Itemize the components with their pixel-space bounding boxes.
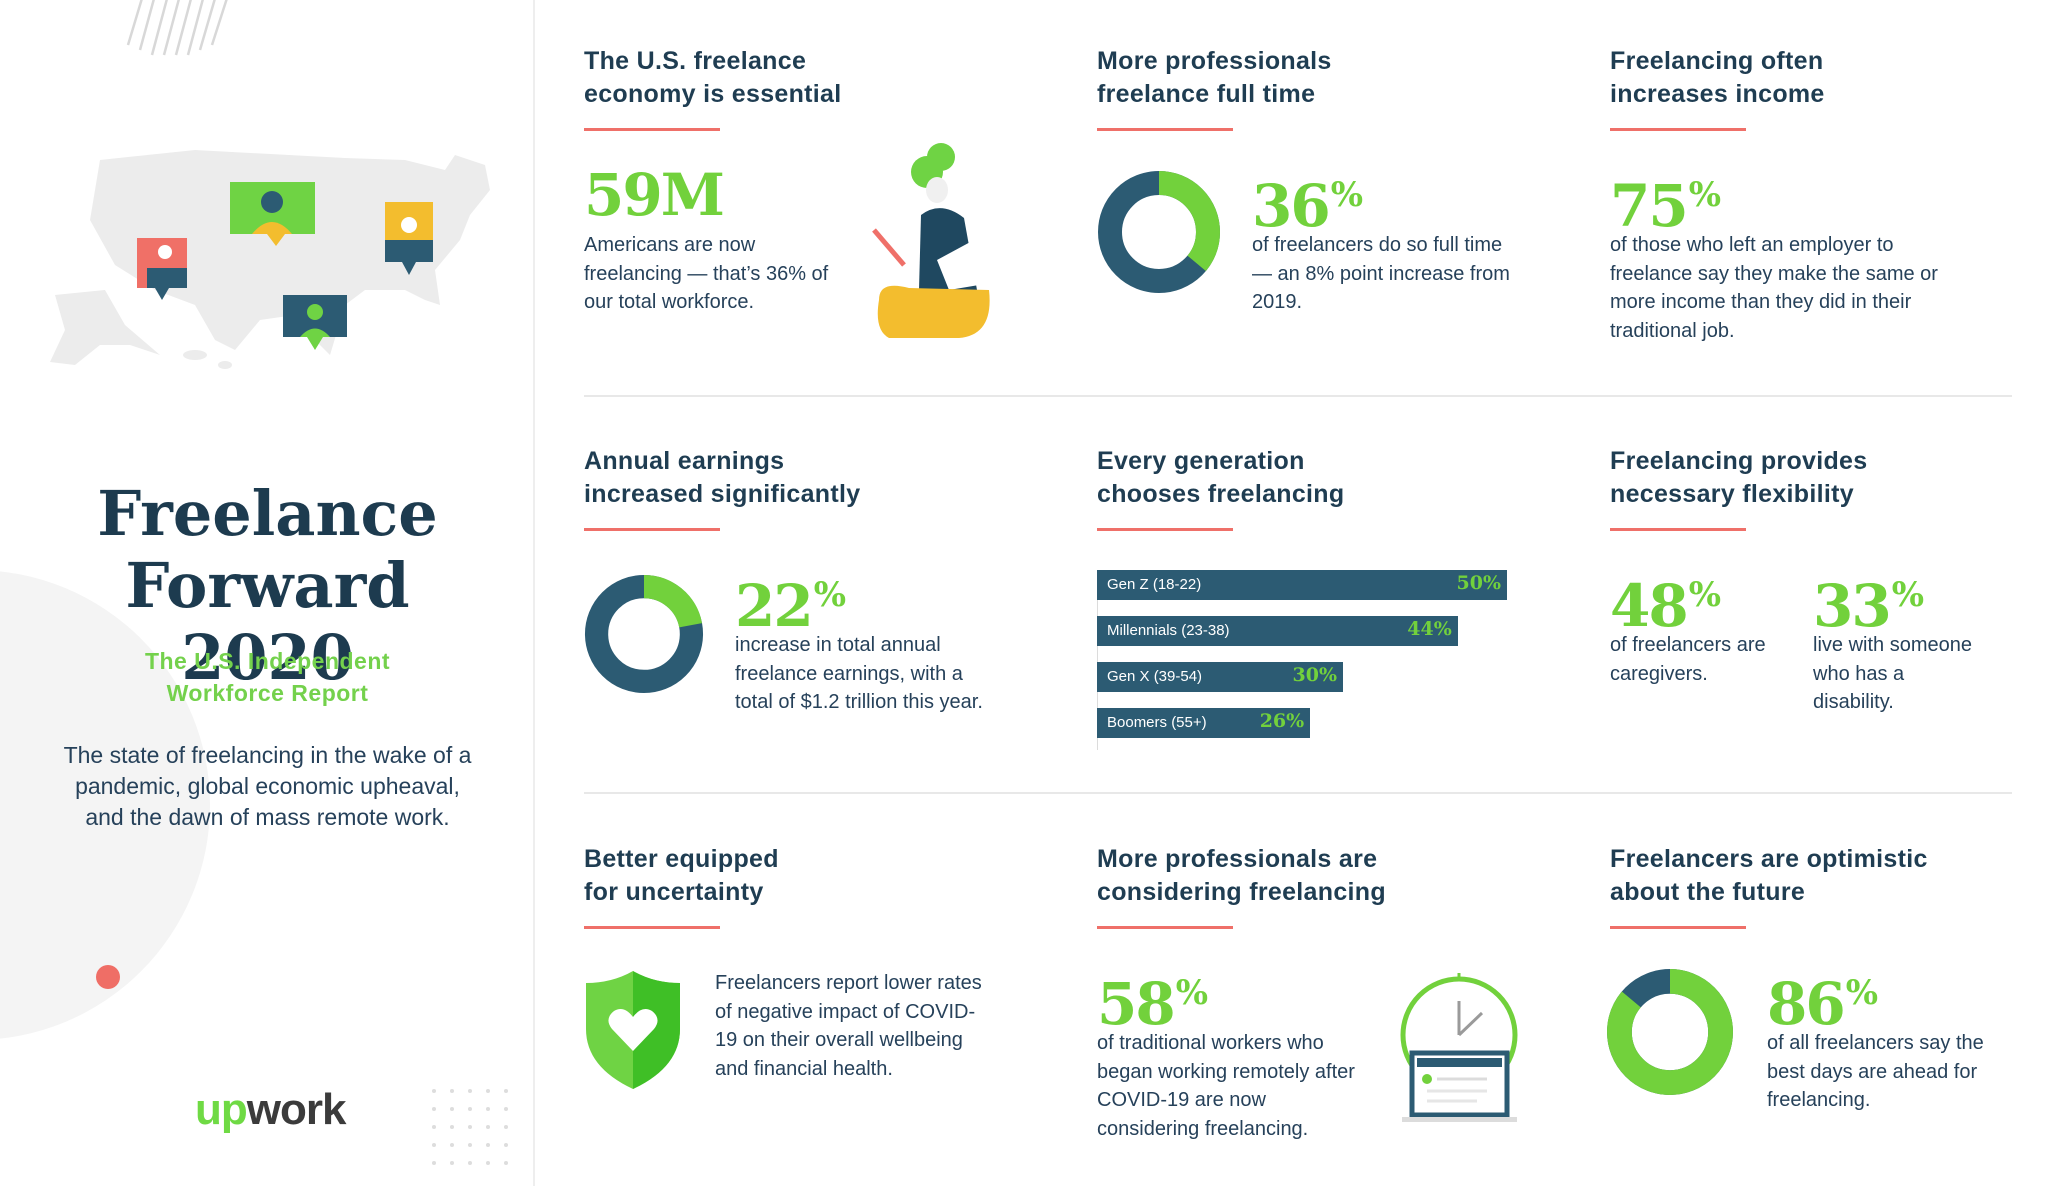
stat-value: 22% <box>735 572 847 640</box>
stat-description-caregivers: of freelancers are caregivers. <box>1610 634 1766 685</box>
generation-bar-chart: Gen Z (18-22) 50% Millennials (23-38) 44% Ge… <box>1097 570 1517 750</box>
stat-description: of those who left an employer to freelan… <box>1610 234 1938 342</box>
bar-3: Boomers (55+) 26% <box>1097 708 1311 738</box>
stat-description: increase in total annual freelance earni… <box>735 634 983 713</box>
bar-value-label: 44% <box>1407 618 1452 640</box>
dot-grid-decoration-icon <box>432 1089 508 1165</box>
card-heading: Freelancers are optimistic about the fut… <box>1610 845 1928 906</box>
card-heading: The U.S. freelance economy is essential <box>584 47 842 108</box>
bar-2: Gen X (39-54) 30% <box>1097 662 1343 692</box>
stat-value: 75% <box>1610 172 1722 240</box>
bar-0: Gen Z (18-22) 50% <box>1097 570 1507 600</box>
heading-underline <box>1097 128 1233 131</box>
shield-heart-icon <box>586 971 680 1089</box>
card-flexibility: Freelancing provides necessary flexibili… <box>1610 445 2010 775</box>
woman-with-tablet-illustration <box>872 143 990 338</box>
bar-category-label: Boomers (55+) <box>1107 714 1207 731</box>
stat-value: 59M <box>584 161 725 229</box>
card-considering: More professionals are considering freel… <box>1097 843 1557 1163</box>
bar-value-label: 26% <box>1259 710 1305 732</box>
heading-underline <box>584 128 720 131</box>
donut-chart-86 <box>1607 969 1733 1095</box>
card-uncertainty: Better equipped for uncertainty Freelanc… <box>584 843 1054 1163</box>
stat-value-disability: 33% <box>1813 572 1925 640</box>
heading-underline <box>1610 926 1746 929</box>
donut-value-arc <box>1098 171 1220 293</box>
panel-divider <box>533 0 535 1186</box>
bar-1: Millennials (23-38) 44% <box>1097 616 1458 646</box>
us-map-illustration <box>50 150 490 369</box>
stat-description: of traditional workers who began working… <box>1097 1032 1355 1140</box>
card-heading: Better equipped for uncertainty <box>584 845 779 906</box>
red-dot-decoration <box>96 965 120 989</box>
card-optimistic: Freelancers are optimistic about the fut… <box>1607 843 2030 1163</box>
card-heading: Freelancing often increases income <box>1610 47 1825 108</box>
heading-underline <box>1610 528 1746 531</box>
clock-laptop-illustration <box>1400 973 1518 1122</box>
stat-description-disability: live with someone who has a disability. <box>1813 634 1972 713</box>
stat-value: 36% <box>1252 172 1364 240</box>
card-heading: Freelancing provides necessary flexibili… <box>1610 447 1868 508</box>
row-divider <box>584 792 2012 794</box>
bar-value-label: 30% <box>1292 664 1338 686</box>
bar-category-label: Millennials (23-38) <box>1107 622 1230 639</box>
heading-underline <box>584 528 720 531</box>
card-essential: The U.S. freelance economy is essential … <box>584 45 1054 375</box>
stat-value: 86% <box>1767 970 1879 1038</box>
bar-category-label: Gen Z (18-22) <box>1107 576 1202 593</box>
donut-value-arc <box>1607 969 1733 1095</box>
stat-description: Freelancers report lower rates of negati… <box>715 972 982 1080</box>
hatch-decoration-icon <box>126 0 228 56</box>
stat-value-caregivers: 48% <box>1610 572 1722 640</box>
stat-description: of all freelancers say the best days are… <box>1767 1032 1984 1111</box>
bar-value-label: 50% <box>1456 572 1502 594</box>
chart-axis <box>1097 570 1098 750</box>
page-title: Freelance Forward 2020 <box>97 477 438 694</box>
card-earnings: Annual earnings increased significantly … <box>584 445 1054 775</box>
heading-underline <box>1610 128 1746 131</box>
stat-description: Americans are now freelancing — that’s 3… <box>584 234 829 313</box>
card-heading: More professionals are considering freel… <box>1097 845 1386 906</box>
heading-underline <box>1097 926 1233 929</box>
left-panel: Freelance Forward 2020 The U.S. Independ… <box>0 0 534 1186</box>
card-heading: Annual earnings increased significantly <box>584 447 861 508</box>
bar-category-label: Gen X (39-54) <box>1107 668 1203 685</box>
card-heading: More professionals freelance full time <box>1097 47 1332 108</box>
donut-chart-36 <box>1098 171 1220 293</box>
card-income: Freelancing often increases income 75% o… <box>1610 45 2010 375</box>
donut-chart-22 <box>584 574 704 694</box>
stat-description: of freelancers do so full time — an 8% p… <box>1252 234 1510 313</box>
row-divider <box>584 395 2012 397</box>
stat-value: 58% <box>1097 970 1209 1038</box>
card-heading: Every generation chooses freelancing <box>1097 447 1345 508</box>
donut-value-arc <box>584 574 704 694</box>
card-generation: Every generation chooses freelancing Gen… <box>1097 445 1537 775</box>
heading-underline <box>584 926 720 929</box>
page-subtitle: The U.S. Independent Workforce Report <box>144 648 391 706</box>
card-fulltime: More professionals freelance full time 3… <box>1097 45 1537 375</box>
page-description: The state of freelancing in the wake of … <box>63 742 472 830</box>
heading-underline <box>1097 528 1233 531</box>
upwork-logo: upwork <box>195 1085 346 1134</box>
